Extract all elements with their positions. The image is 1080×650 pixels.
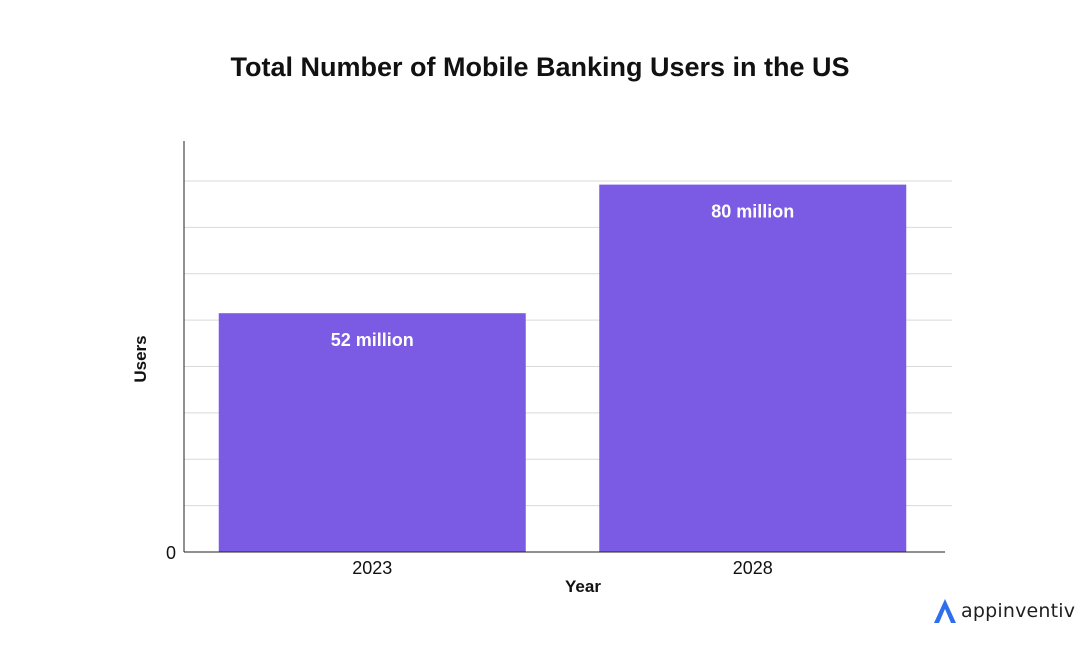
x-tick-label-2023: 2023: [352, 558, 392, 578]
chart-title: Total Number of Mobile Banking Users in …: [230, 52, 850, 82]
data-label-2023: 52 million: [331, 330, 414, 350]
x-tick-label-2028: 2028: [733, 558, 773, 578]
bars: [218, 184, 907, 552]
bar-2023: [218, 313, 526, 552]
logo-text: appinventiv: [961, 600, 1076, 622]
labels: 52 million 2023 80 million 2028 0: [166, 202, 794, 578]
bar-2028: [599, 184, 907, 552]
brand-logo: appinventiv: [932, 597, 1075, 625]
data-label-2028: 80 million: [711, 202, 794, 222]
y-axis-title: Users: [131, 335, 150, 382]
appinventiv-a-icon: [934, 599, 956, 623]
y-tick-label: 0: [166, 543, 176, 563]
x-axis-title: Year: [565, 577, 601, 596]
